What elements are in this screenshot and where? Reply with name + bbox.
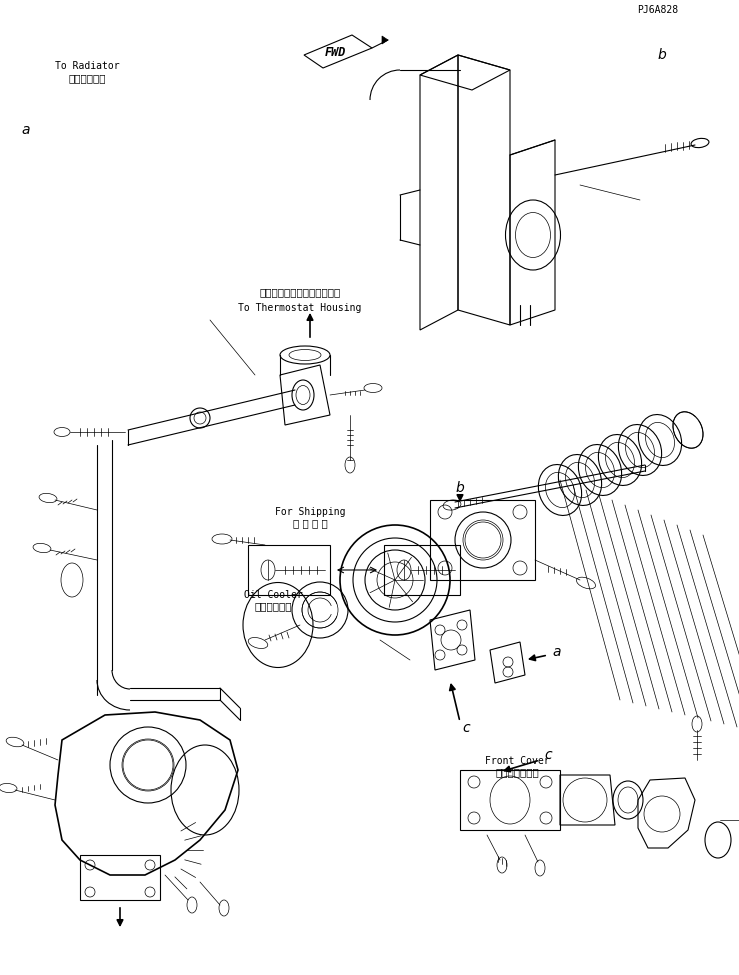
Text: 運 損 部 品: 運 損 部 品 (293, 519, 328, 528)
Text: Front Cover: Front Cover (485, 756, 550, 765)
Polygon shape (382, 36, 388, 44)
Text: ラジエータへ: ラジエータへ (69, 73, 106, 83)
Text: Oil Cooler: Oil Cooler (244, 590, 303, 600)
Text: c: c (462, 721, 470, 735)
Text: a: a (553, 645, 561, 659)
Text: PJ6A828: PJ6A828 (637, 5, 678, 15)
Text: FWD: FWD (324, 46, 346, 58)
Text: To Radiator: To Radiator (55, 61, 120, 71)
Text: a: a (21, 123, 30, 136)
Text: フロントカバー: フロントカバー (495, 767, 539, 777)
Text: b: b (657, 48, 666, 61)
Text: サーモスタットハウジングへ: サーモスタットハウジングへ (259, 287, 341, 297)
Text: For Shipping: For Shipping (275, 507, 346, 517)
Text: b: b (456, 481, 464, 495)
Text: To Thermostat Housing: To Thermostat Housing (238, 303, 361, 313)
Text: オイルクーラ: オイルクーラ (255, 602, 292, 611)
Text: c: c (544, 748, 552, 762)
